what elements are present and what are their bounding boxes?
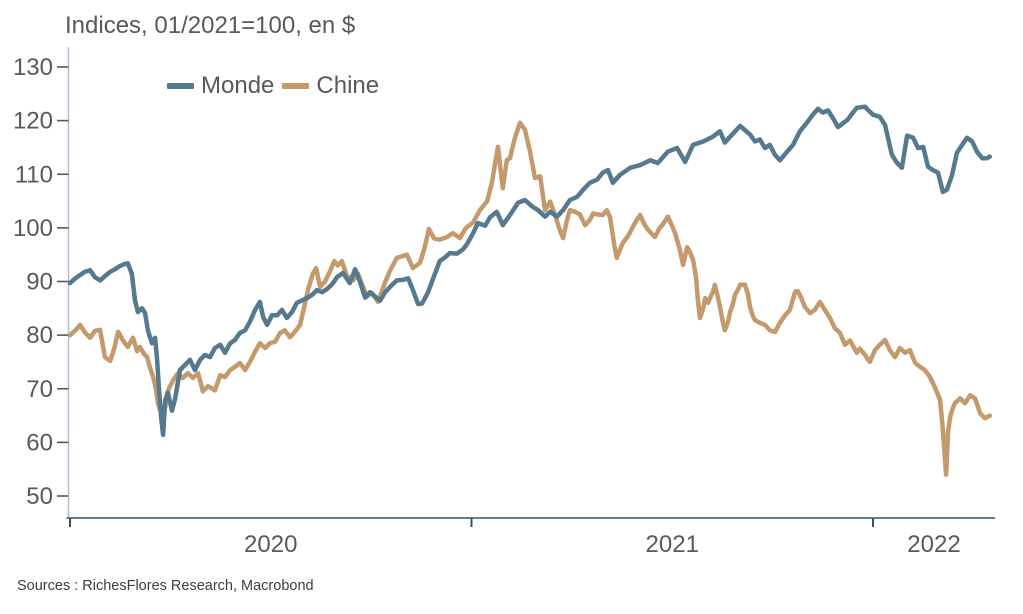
monde-series-line xyxy=(67,104,993,438)
legend-item-monde: Monde xyxy=(167,72,274,100)
y-axis-tick-label: 110 xyxy=(15,161,53,188)
y-axis-tick-label: 70 xyxy=(26,376,53,403)
legend-label-chine: Chine xyxy=(316,72,380,99)
y-axis-tick-label: 80 xyxy=(26,322,53,349)
legend-item-chine: Chine xyxy=(282,72,379,100)
source-caption: Sources : RichesFlores Research, Macrobo… xyxy=(17,578,314,594)
y-axis-tick-label: 90 xyxy=(26,269,53,296)
y-axis-tick-label: 130 xyxy=(13,54,53,81)
chine-series-line xyxy=(67,120,993,477)
x-axis-tick-label: 2021 xyxy=(646,531,699,558)
x-axis-tick-label: 2022 xyxy=(907,531,960,558)
y-axis-tick-label: 50 xyxy=(26,483,53,510)
x-axis-tick-label: 2020 xyxy=(244,531,297,558)
monde-line-swatch-icon xyxy=(167,83,194,89)
chart-legend: Monde Chine xyxy=(167,72,379,100)
legend-label-monde: Monde xyxy=(201,72,275,99)
chine-line-swatch-icon xyxy=(282,83,310,89)
y-axis-tick-label: 60 xyxy=(26,429,53,456)
chart-title: Indices, 01/2021=100, en $ xyxy=(65,12,356,39)
y-axis-tick-label: 100 xyxy=(13,215,53,242)
y-axis-tick-label: 120 xyxy=(13,108,53,135)
